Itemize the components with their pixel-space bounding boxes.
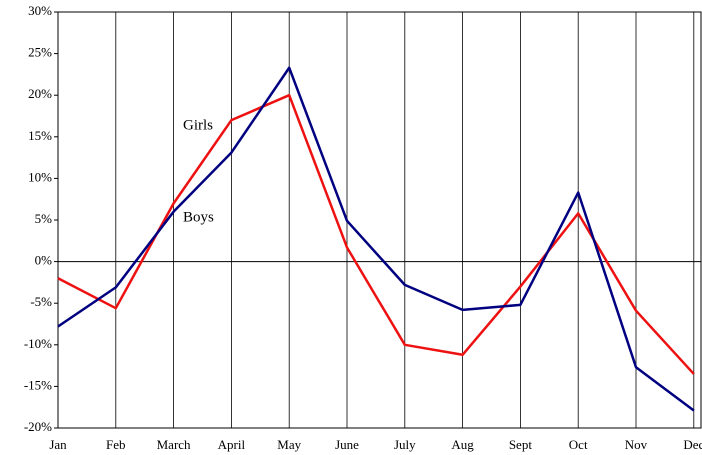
x-tick-label: March [157, 437, 191, 452]
y-tick-label: 5% [35, 211, 53, 226]
plot-area [57, 11, 702, 429]
y-tick-label: 10% [28, 169, 52, 184]
y-tick-label: 0% [35, 253, 53, 268]
y-tick-label: -10% [24, 336, 52, 351]
x-tick-label: Oct [569, 437, 588, 452]
x-tick-label: Sept [509, 437, 533, 452]
x-tick-label: Aug [451, 437, 474, 452]
x-tick-label: May [277, 437, 301, 452]
series-line [57, 93, 695, 375]
x-tick-label: Feb [106, 437, 126, 452]
x-tick-label: April [218, 437, 246, 452]
y-tick-label: 25% [28, 45, 52, 60]
y-tick-label: 20% [28, 86, 52, 101]
y-tick-label: 30% [28, 3, 52, 18]
y-tick-label: -15% [24, 377, 52, 392]
series-label: Boys [183, 209, 214, 225]
series-label: Girls [183, 117, 213, 133]
y-tick-label: -20% [24, 419, 52, 434]
x-tick-label: July [394, 437, 416, 452]
x-tick-label: Jan [49, 437, 67, 452]
series-line [57, 66, 695, 412]
x-tick-label: Nov [625, 437, 648, 452]
x-tick-label: June [335, 437, 359, 452]
y-tick-label: 15% [28, 128, 52, 143]
x-tick-label: Dec [683, 437, 702, 452]
y-tick-label: -5% [30, 294, 52, 309]
